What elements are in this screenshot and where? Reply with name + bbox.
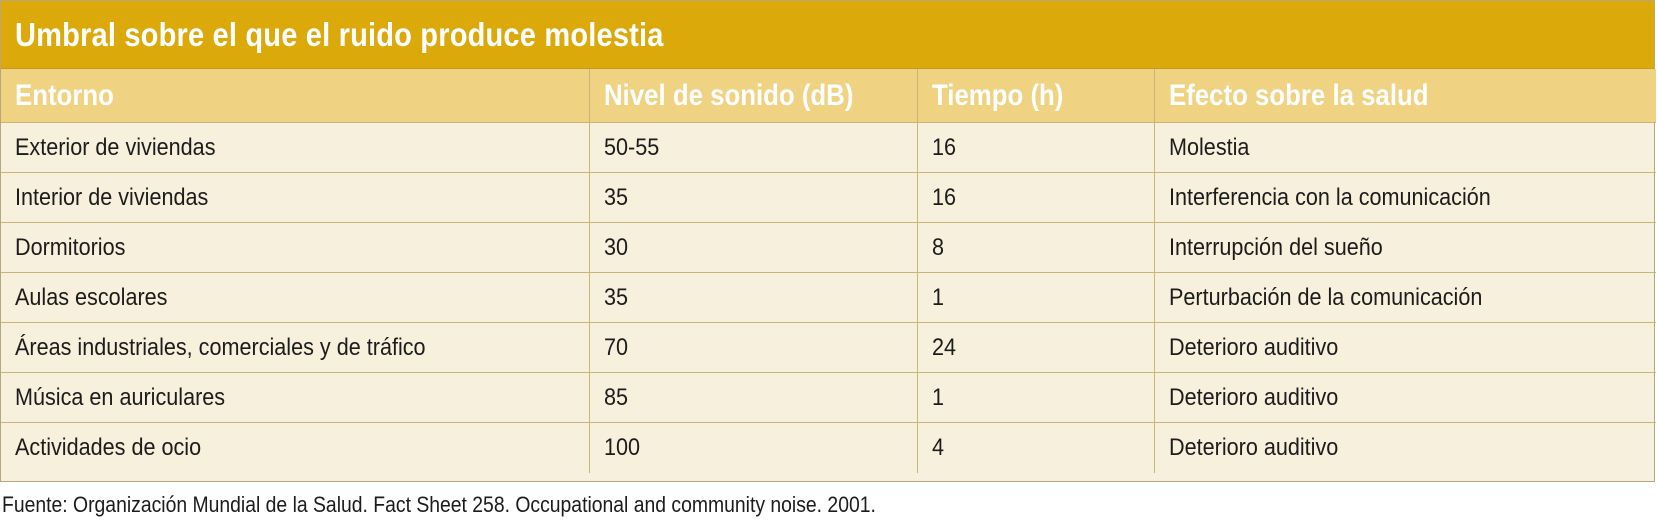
- table-body: Exterior de viviendas 50-55 16 Molestia …: [1, 122, 1656, 473]
- cell-text: Interferencia con la comunicación: [1168, 183, 1491, 211]
- cell-nivel: 35: [589, 272, 918, 323]
- source-note: Fuente: Organización Mundial de la Salud…: [2, 492, 876, 517]
- cell-text: 24: [931, 333, 956, 361]
- cell-tiempo: 1: [917, 272, 1155, 323]
- cell-text: 100: [603, 433, 640, 461]
- cell-nivel: 35: [589, 172, 918, 223]
- cell-text: Deterioro auditivo: [1168, 433, 1338, 461]
- table-row: Actividades de ocio 100 4 Deterioro audi…: [1, 422, 1656, 473]
- cell-text: 1: [931, 283, 944, 311]
- cell-entorno: Música en auriculares: [1, 372, 590, 423]
- cell-efecto: Perturbación de la comunicación: [1154, 272, 1656, 323]
- cell-entorno: Actividades de ocio: [1, 422, 590, 473]
- cell-entorno: Exterior de viviendas: [1, 122, 590, 173]
- cell-tiempo: 24: [917, 322, 1155, 373]
- table-title-bar: Umbral sobre el que el ruido produce mol…: [1, 1, 1654, 69]
- table-title: Umbral sobre el que el ruido produce mol…: [15, 15, 664, 53]
- cell-text: 70: [603, 333, 628, 361]
- table-row: Exterior de viviendas 50-55 16 Molestia: [1, 122, 1656, 173]
- cell-text: Actividades de ocio: [15, 433, 202, 461]
- cell-efecto: Molestia: [1154, 122, 1656, 173]
- cell-entorno: Interior de viviendas: [1, 172, 590, 223]
- column-header-label: Efecto sobre la salud: [1168, 78, 1429, 112]
- cell-text: 16: [931, 183, 956, 211]
- cell-entorno: Aulas escolares: [1, 272, 590, 323]
- cell-text: 35: [603, 283, 628, 311]
- cell-text: Interior de viviendas: [15, 183, 209, 211]
- column-header-nivel: Nivel de sonido (dB): [589, 69, 918, 123]
- cell-text: Aulas escolares: [15, 283, 168, 311]
- table-row: Aulas escolares 35 1 Perturbación de la …: [1, 272, 1656, 323]
- cell-efecto: Interferencia con la comunicación: [1154, 172, 1656, 223]
- cell-nivel: 30: [589, 222, 918, 273]
- cell-nivel: 100: [589, 422, 918, 473]
- cell-text: 50-55: [603, 133, 659, 161]
- cell-nivel: 50-55: [589, 122, 918, 173]
- cell-efecto: Deterioro auditivo: [1154, 423, 1656, 473]
- cell-text: 85: [603, 383, 628, 411]
- cell-text: Interrupción del sueño: [1168, 233, 1383, 261]
- cell-text: Exterior de viviendas: [15, 133, 216, 161]
- column-header-label: Tiempo (h): [931, 78, 1063, 112]
- column-header-tiempo: Tiempo (h): [917, 69, 1155, 123]
- cell-text: Deterioro auditivo: [1168, 333, 1338, 361]
- cell-text: Música en auriculares: [15, 383, 226, 411]
- cell-text: 1: [931, 383, 944, 411]
- table-row: Áreas industriales, comerciales y de trá…: [1, 322, 1656, 373]
- table-row: Música en auriculares 85 1 Deterioro aud…: [1, 372, 1656, 423]
- cell-efecto: Interrupción del sueño: [1154, 222, 1656, 273]
- cell-text: 4: [931, 433, 944, 461]
- cell-tiempo: 1: [917, 372, 1155, 423]
- cell-text: 8: [931, 233, 944, 261]
- noise-threshold-table: Umbral sobre el que el ruido produce mol…: [0, 0, 1656, 482]
- cell-text: Molestia: [1168, 133, 1249, 161]
- data-table: Entorno Nivel de sonido (dB) Tiempo (h) …: [1, 69, 1656, 473]
- cell-nivel: 85: [589, 372, 918, 423]
- cell-entorno: Dormitorios: [1, 222, 590, 273]
- cell-efecto: Deterioro auditivo: [1154, 372, 1656, 423]
- cell-tiempo: 4: [917, 422, 1155, 473]
- cell-text: Dormitorios: [15, 233, 126, 261]
- cell-tiempo: 16: [917, 172, 1155, 223]
- cell-tiempo: 8: [917, 222, 1155, 273]
- column-header-label: Entorno: [15, 78, 114, 112]
- cell-tiempo: 16: [917, 122, 1155, 173]
- column-header-entorno: Entorno: [1, 69, 590, 123]
- cell-nivel: 70: [589, 322, 918, 373]
- table-header: Entorno Nivel de sonido (dB) Tiempo (h) …: [1, 69, 1656, 123]
- column-header-efecto: Efecto sobre la salud: [1154, 69, 1656, 123]
- column-header-label: Nivel de sonido (dB): [603, 78, 853, 112]
- cell-text: Deterioro auditivo: [1168, 383, 1338, 411]
- header-row: Entorno Nivel de sonido (dB) Tiempo (h) …: [1, 69, 1656, 123]
- cell-text: 35: [603, 183, 628, 211]
- cell-efecto: Deterioro auditivo: [1154, 322, 1656, 373]
- cell-text: Áreas industriales, comerciales y de trá…: [15, 333, 426, 361]
- cell-entorno: Áreas industriales, comerciales y de trá…: [1, 322, 590, 373]
- cell-text: 30: [603, 233, 628, 261]
- cell-text: Perturbación de la comunicación: [1168, 283, 1482, 311]
- table-row: Interior de viviendas 35 16 Interferenci…: [1, 172, 1656, 223]
- cell-text: 16: [931, 133, 956, 161]
- table-row: Dormitorios 30 8 Interrupción del sueño: [1, 222, 1656, 273]
